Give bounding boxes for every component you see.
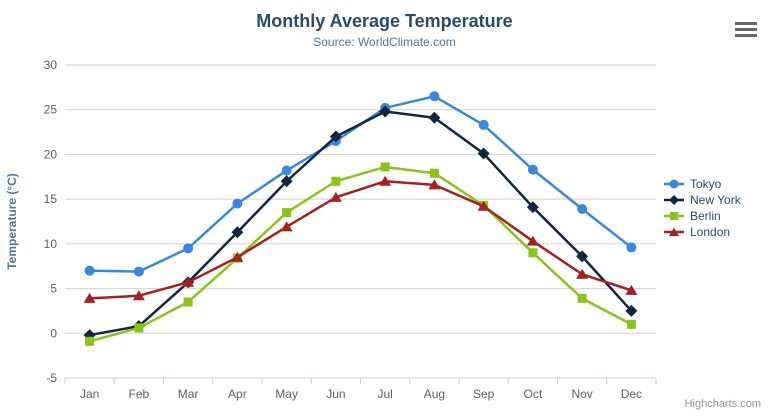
point-tokyo-may[interactable] (281, 165, 292, 176)
point-london-aug[interactable] (428, 179, 441, 190)
point-new-york-jul[interactable] (379, 105, 392, 118)
point-london-jun[interactable] (329, 191, 342, 202)
x-axis-label: Jan (80, 387, 99, 401)
x-axis-label: Aug (424, 387, 445, 401)
series-line-tokyo[interactable] (88, 95, 633, 273)
x-axis-label: May (275, 387, 298, 401)
y-axis-label: 10 (44, 237, 58, 251)
point-berlin-jan[interactable] (85, 336, 95, 346)
point-tokyo-feb[interactable] (133, 266, 144, 277)
legend-item-tokyo[interactable]: Tokyo (663, 176, 741, 192)
y-axis-title: Temperature (°C) (5, 173, 19, 270)
point-tokyo-aug[interactable] (429, 91, 440, 102)
y-axis-label: 5 (50, 282, 57, 296)
series-line-new-york[interactable] (88, 110, 633, 337)
point-tokyo-apr[interactable] (232, 198, 243, 209)
series-line-london[interactable] (88, 180, 633, 300)
point-berlin-nov[interactable] (577, 293, 587, 303)
x-axis-label: Dec (621, 387, 642, 401)
y-axis-label: 0 (50, 326, 57, 340)
point-london-jul[interactable] (379, 175, 392, 186)
x-axis-label: Jun (326, 387, 345, 401)
point-tokyo-dec[interactable] (626, 242, 637, 253)
point-tokyo-mar[interactable] (183, 243, 194, 254)
legend-label: Tokyo (690, 177, 722, 191)
point-new-york-dec[interactable] (625, 304, 638, 317)
chart-title: Monthly Average Temperature (256, 11, 513, 31)
hamburger-menu-icon (735, 21, 757, 25)
legend-symbol-triangle-icon (664, 227, 684, 236)
export-menu-button[interactable] (735, 19, 759, 39)
point-london-dec[interactable] (625, 284, 638, 295)
legend-item-berlin[interactable]: Berlin (663, 208, 741, 224)
chart-subtitle: Source: WorldClimate.com (313, 35, 456, 49)
point-london-mar[interactable] (182, 276, 195, 287)
legend-label: New York (690, 193, 741, 207)
legend: Tokyo New York Berlin London (663, 176, 741, 240)
x-axis-label: Feb (129, 387, 150, 401)
y-axis-label: 25 (44, 103, 58, 117)
point-london-apr[interactable] (231, 251, 244, 262)
y-axis-label: 30 (44, 58, 58, 72)
x-axis-label: Mar (178, 387, 199, 401)
legend-item-new-york[interactable]: New York (663, 192, 741, 208)
point-berlin-oct[interactable] (528, 248, 538, 258)
point-new-york-may[interactable] (280, 175, 293, 188)
point-london-sep[interactable] (477, 200, 490, 211)
hamburger-menu-icon (735, 33, 757, 37)
point-tokyo-sep[interactable] (478, 119, 489, 130)
x-axis-label: Jul (377, 387, 392, 401)
hamburger-menu-icon (735, 27, 757, 31)
legend-symbol-circle-icon (664, 179, 684, 189)
y-axis-label: 20 (44, 147, 58, 161)
point-new-york-oct[interactable] (526, 201, 539, 214)
y-axis-label: 15 (44, 192, 58, 206)
x-axis-label: Apr (228, 387, 247, 401)
point-berlin-mar[interactable] (183, 297, 193, 307)
point-london-oct[interactable] (526, 235, 539, 246)
point-london-may[interactable] (280, 221, 293, 232)
x-axis-label: Nov (571, 387, 592, 401)
point-berlin-aug[interactable] (429, 168, 439, 178)
legend-label: Berlin (690, 209, 721, 223)
point-new-york-sep[interactable] (477, 147, 490, 160)
series-line-berlin[interactable] (88, 165, 633, 343)
point-berlin-dec[interactable] (626, 319, 636, 329)
point-london-feb[interactable] (132, 290, 145, 301)
point-london-jan[interactable] (83, 292, 96, 303)
point-new-york-aug[interactable] (428, 111, 441, 124)
point-tokyo-oct[interactable] (527, 164, 538, 175)
point-new-york-jun[interactable] (329, 130, 342, 143)
point-new-york-apr[interactable] (231, 226, 244, 239)
point-berlin-jun[interactable] (331, 176, 341, 186)
y-axis-label: -5 (46, 371, 57, 385)
credits-link[interactable]: Highcharts.com (684, 398, 761, 410)
point-berlin-jul[interactable] (380, 162, 390, 172)
point-london-nov[interactable] (576, 268, 589, 279)
point-berlin-may[interactable] (282, 208, 292, 218)
point-new-york-nov[interactable] (576, 250, 589, 263)
point-tokyo-nov[interactable] (577, 203, 588, 214)
legend-symbol-diamond-icon (664, 195, 684, 205)
point-tokyo-jan[interactable] (84, 265, 95, 276)
x-axis-label: Oct (524, 387, 543, 401)
legend-item-london[interactable]: London (663, 224, 741, 240)
legend-label: London (690, 225, 731, 239)
x-axis-label: Sep (473, 387, 495, 401)
legend-symbol-square-icon (664, 212, 684, 220)
point-berlin-feb[interactable] (134, 323, 144, 333)
